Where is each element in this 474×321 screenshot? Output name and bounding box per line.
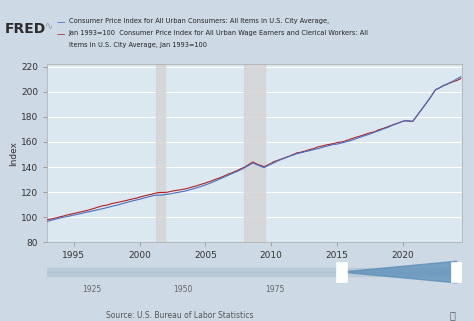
Text: Source: U.S. Bureau of Labor Statistics: Source: U.S. Bureau of Labor Statistics (106, 311, 254, 320)
Text: FRED: FRED (5, 22, 46, 37)
Text: ∿: ∿ (45, 21, 53, 31)
Text: ⛶: ⛶ (449, 310, 455, 320)
Text: —: — (57, 18, 65, 27)
Text: —: — (57, 30, 65, 39)
Text: Consumer Price Index for All Urban Consumers: All Items in U.S. City Average,: Consumer Price Index for All Urban Consu… (69, 18, 329, 24)
Text: Jan 1993=100  Consumer Price Index for All Urban Wage Earners and Clerical Worke: Jan 1993=100 Consumer Price Index for Al… (69, 30, 369, 37)
Text: Items in U.S. City Average, Jan 1993=100: Items in U.S. City Average, Jan 1993=100 (69, 42, 207, 48)
Bar (156, 64, 165, 242)
Bar (451, 263, 462, 282)
Y-axis label: Index: Index (9, 141, 18, 166)
Bar (47, 268, 462, 276)
Bar (244, 64, 264, 242)
Polygon shape (341, 261, 456, 283)
Bar (336, 263, 346, 282)
